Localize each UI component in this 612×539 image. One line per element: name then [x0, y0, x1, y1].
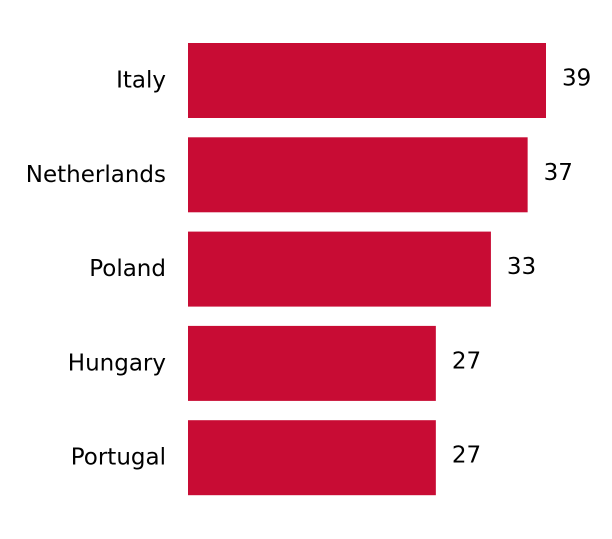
- bar-netherlands: [188, 137, 528, 213]
- bar-italy: [188, 43, 546, 118]
- bar-hungary: [188, 325, 436, 401]
- category-label-poland: Poland: [89, 256, 166, 282]
- value-label-netherlands: 37: [544, 160, 573, 186]
- category-label-hungary: Hungary: [68, 350, 166, 376]
- bar-portugal: [188, 420, 436, 496]
- value-label-hungary: 27: [452, 348, 481, 374]
- category-label-italy: Italy: [116, 68, 166, 94]
- category-label-netherlands: Netherlands: [26, 162, 166, 188]
- category-label-portugal: Portugal: [71, 445, 166, 471]
- bar-poland: [188, 231, 491, 307]
- category-labels-layer: Italy Netherlands Poland Hungary Portugal: [26, 68, 166, 471]
- value-label-italy: 39: [562, 66, 591, 92]
- value-label-poland: 33: [507, 254, 536, 280]
- value-labels-layer: 39 37 33 27 27: [452, 66, 591, 469]
- bars-layer: [188, 43, 546, 496]
- value-label-portugal: 27: [452, 443, 481, 469]
